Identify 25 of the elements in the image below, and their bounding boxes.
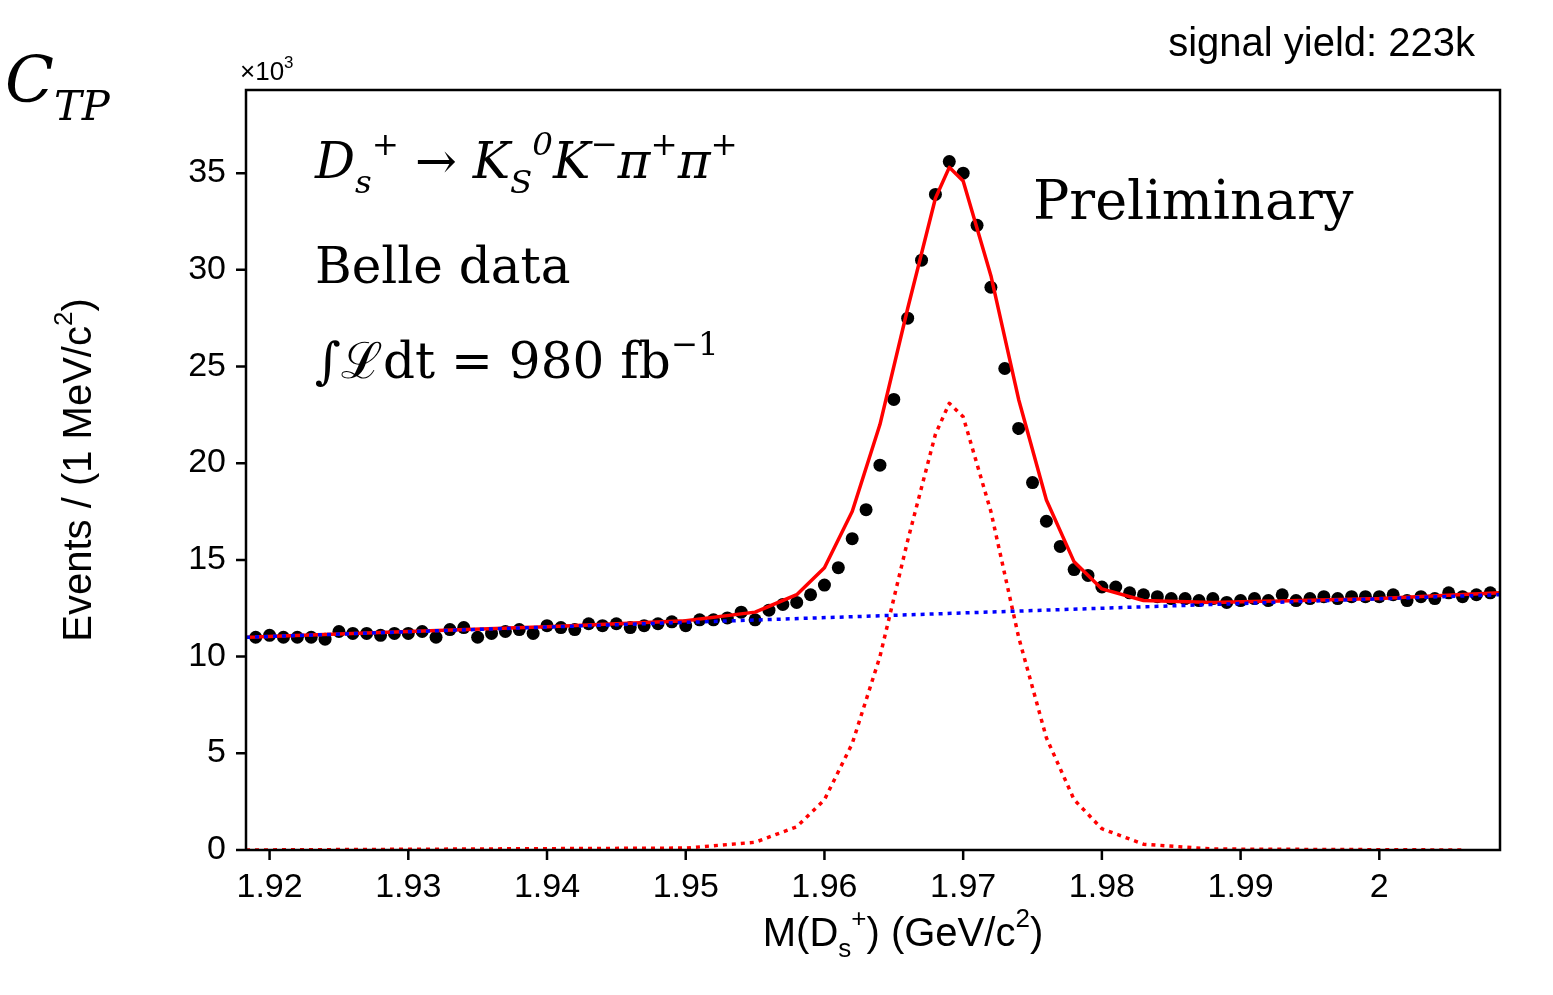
- x-tick-label: 1.98: [1068, 865, 1135, 904]
- x-tick-label: 1.97: [930, 865, 997, 904]
- y-tick-label: 30: [188, 247, 226, 286]
- annotation: ×10$^{3}$: [240, 52, 294, 86]
- x-tick-label: 1.95: [652, 865, 719, 904]
- y-tick-label: 20: [188, 441, 226, 480]
- x-tick-label: 1.92: [236, 865, 303, 904]
- x-axis-title: M(D$_{s}$$^{+}$) (GeV/c$^{2}$): [762, 902, 1044, 963]
- y-tick-label: 25: [188, 344, 226, 383]
- x-tick-label: 2: [1369, 865, 1389, 904]
- x-tick-label: 1.99: [1207, 865, 1274, 904]
- annotation: ∫ℒdt = 980 fb$^{−1}$: [315, 324, 719, 390]
- annotation: Belle data: [315, 237, 571, 295]
- annotation: Preliminary: [1033, 169, 1354, 232]
- annotation: signal yield: 223k: [1168, 19, 1475, 64]
- y-tick-label: 10: [188, 634, 226, 673]
- annotation: D$_{s}$$^{+}$ → K$_{S}$$^{0}$K$^{−}$π$^{+}$π$^{+}$: [315, 124, 738, 201]
- y-tick-label: 5: [207, 731, 226, 770]
- x-tick-label: 1.96: [791, 865, 858, 904]
- x-tick-label: 1.94: [513, 865, 581, 904]
- x-tick-label: 1.93: [375, 865, 442, 904]
- annotation: C$_{TP}$: [5, 42, 110, 130]
- y-tick-label: 0: [207, 827, 226, 866]
- y-tick-label: 35: [188, 151, 226, 190]
- y-tick-label: 15: [188, 537, 226, 576]
